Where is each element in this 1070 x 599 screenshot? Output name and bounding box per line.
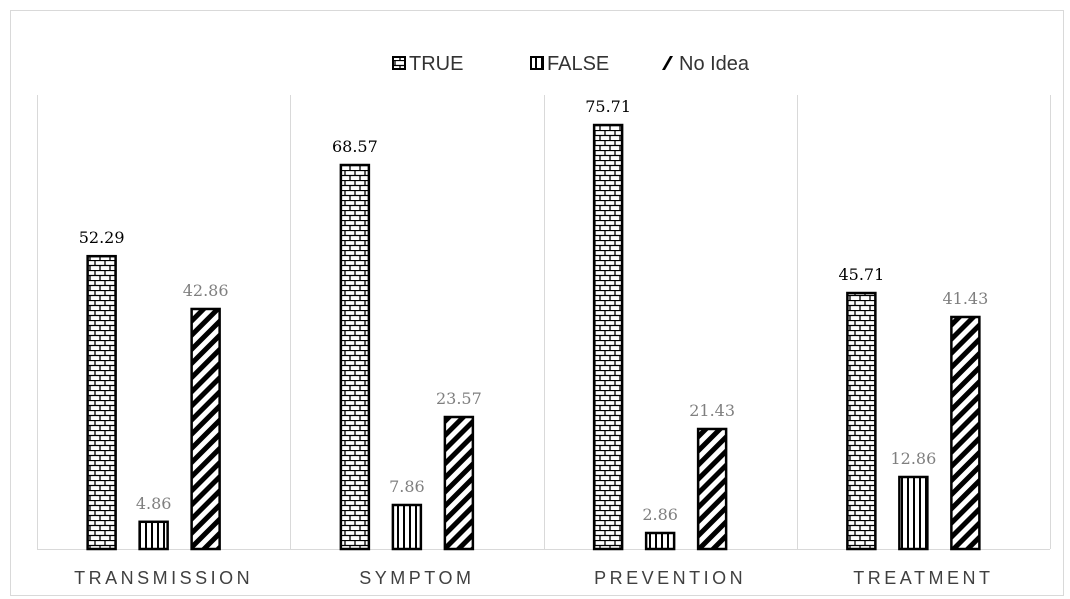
bar-true-prevention [592,123,624,551]
legend-label-no-idea: No Idea [679,53,750,75]
value-label-false-prevention: 2.86 [642,505,678,524]
bar-true-treatment [846,291,877,551]
legend-label-true: TRUE [409,53,463,75]
legend-item-false: FALSE [530,53,609,75]
category-label-prevention: PREVENTION [594,568,746,588]
bar-no-idea-treatment [950,315,981,551]
legend: TRUE FALSE No Idea [392,53,750,75]
value-label-false-treatment: 12.86 [890,449,936,468]
value-label-no-idea-symptom: 23.57 [436,389,482,408]
legend-swatch-false [530,56,544,70]
bar-false-treatment [898,475,929,551]
legend-swatch-no-idea [662,56,673,70]
legend-item-no-idea: No Idea [662,53,750,75]
bar-no-idea-transmission [190,307,221,551]
bars [86,123,981,551]
value-label-no-idea-transmission: 42.86 [183,281,229,300]
category-label-symptom: SYMPTOM [359,568,474,588]
value-label-true-prevention: 75.71 [585,97,631,116]
category-label-treatment: TREATMENT [853,568,993,588]
bar-false-symptom [391,503,423,551]
value-label-false-symptom: 7.86 [389,477,425,496]
value-label-false-transmission: 4.86 [136,494,172,513]
bar-true-symptom [339,163,371,551]
bar-true-transmission [86,254,117,551]
value-label-no-idea-treatment: 41.43 [942,289,988,308]
legend-item-true: TRUE [392,53,463,75]
value-label-true-symptom: 68.57 [332,137,378,156]
bar-false-transmission [138,520,169,551]
category-separators [37,95,1051,549]
value-label-true-transmission: 52.29 [79,228,125,247]
bar-no-idea-symptom [443,415,475,551]
value-labels: 52.29 68.57 75.71 45.71 4.86 7.86 2.86 12.86 42.… [79,97,989,524]
chart-frame [10,10,1064,596]
value-label-no-idea-prevention: 21.43 [689,401,735,420]
category-labels: TRANSMISSION SYMPTOM PREVENTION TREATMENT [74,568,993,588]
category-label-transmission: TRANSMISSION [74,568,253,588]
value-label-true-treatment: 45.71 [838,265,884,284]
legend-label-false: FALSE [547,53,609,75]
bar-no-idea-prevention [696,427,728,551]
legend-swatch-true [392,56,406,70]
bar-false-prevention [644,531,676,551]
